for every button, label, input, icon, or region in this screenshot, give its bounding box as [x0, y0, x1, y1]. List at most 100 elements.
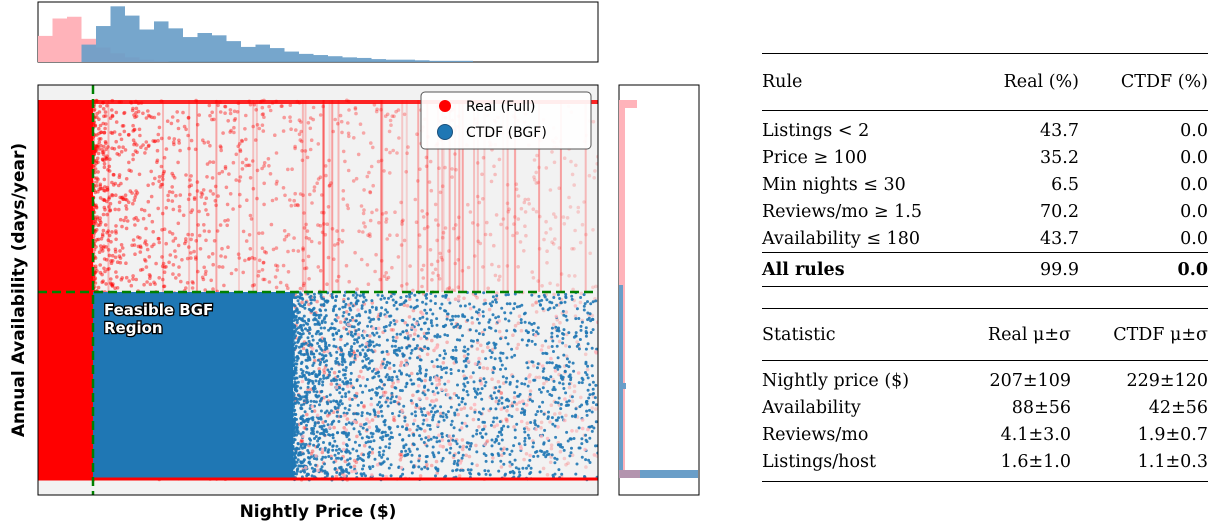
ctdf-point	[308, 326, 312, 330]
real-point-overlay	[447, 442, 452, 446]
ctdf-point	[515, 385, 519, 389]
ctdf-point	[297, 310, 301, 314]
ctdf-point	[500, 306, 504, 310]
real-point	[94, 221, 98, 225]
ctdf-point	[368, 412, 372, 416]
ctdf-point	[532, 455, 536, 458]
real-point	[220, 265, 225, 269]
real-point	[261, 260, 266, 265]
ctdf-point	[391, 335, 395, 339]
ctdf-point	[456, 323, 460, 326]
real-point	[320, 230, 325, 235]
real-point	[104, 141, 108, 145]
real-point	[102, 114, 106, 119]
ctdf-point	[420, 379, 424, 383]
ctdf-point	[385, 338, 389, 342]
ctdf-point	[484, 459, 488, 463]
real-point	[450, 167, 454, 171]
real-point	[362, 405, 366, 409]
ctdf-point	[423, 308, 427, 312]
ctdf-point	[553, 461, 557, 465]
real-point	[104, 156, 109, 161]
real-point	[97, 110, 102, 114]
real-point	[309, 138, 314, 142]
ctdf-point	[475, 429, 479, 432]
ctdf-point	[291, 473, 295, 477]
ctdf-point	[319, 409, 323, 413]
ctdf-point	[379, 395, 382, 399]
ctdf-point	[361, 348, 365, 352]
ctdf-point	[465, 414, 469, 418]
real-point	[457, 474, 462, 478]
ctdf-point	[449, 446, 453, 450]
ctdf-point	[476, 317, 479, 321]
ctdf-point	[551, 339, 555, 343]
ctdf-point	[360, 411, 364, 415]
real-point	[427, 180, 432, 184]
ctdf-point	[333, 467, 337, 471]
real-point	[193, 255, 198, 259]
ctdf-point	[554, 325, 558, 329]
ctdf-point	[427, 438, 430, 442]
ctdf-point	[291, 361, 295, 365]
real-point	[516, 265, 520, 269]
ctdf-point	[380, 414, 384, 418]
real-point	[558, 449, 563, 454]
real-point	[102, 130, 107, 135]
ctdf-point	[312, 352, 316, 356]
real-point	[212, 117, 216, 122]
real-point	[382, 274, 387, 279]
ctdf-point	[291, 323, 295, 326]
ctdf-point	[299, 386, 303, 390]
real-point	[400, 222, 404, 226]
ctdf-point	[343, 376, 347, 380]
ctdf-point	[336, 431, 340, 435]
real-point	[204, 269, 208, 274]
real-point	[260, 166, 264, 171]
ctdf-point	[400, 318, 404, 322]
ctdf-point	[585, 440, 589, 444]
ctdf-point	[451, 348, 455, 352]
real-point	[514, 182, 519, 186]
ctdf-point	[398, 303, 402, 307]
ctdf-point	[582, 308, 586, 312]
real-point	[311, 105, 316, 110]
ctdf-point	[349, 381, 353, 385]
real-point	[251, 186, 256, 191]
real-point	[516, 217, 521, 221]
ctdf-point	[481, 333, 485, 336]
real-point	[391, 418, 396, 422]
real-point	[366, 233, 370, 237]
ctdf-point	[401, 438, 405, 442]
real-point	[516, 342, 521, 347]
ctdf-point	[489, 423, 493, 427]
ctdf-point	[578, 338, 582, 341]
ctdf-point	[469, 339, 473, 343]
ctdf-point	[335, 400, 338, 404]
real-point	[497, 278, 501, 282]
ctdf-point	[378, 453, 382, 457]
real-point	[118, 256, 123, 260]
real-point-overlay	[304, 466, 308, 470]
real-point	[409, 371, 414, 376]
real-point-overlay	[342, 474, 347, 478]
real-point-overlay	[341, 441, 346, 446]
ctdf-point	[523, 413, 526, 416]
real-point-overlay	[554, 314, 559, 319]
real-point	[131, 129, 135, 133]
real-point	[103, 189, 107, 193]
ctdf-point	[555, 303, 559, 307]
ctdf-point	[298, 394, 301, 398]
real-point	[97, 250, 102, 254]
real-point	[267, 280, 272, 284]
real-point-overlay	[361, 375, 365, 380]
real-point	[236, 252, 241, 256]
real-point	[162, 155, 167, 160]
ctdf-point	[421, 315, 425, 319]
ctdf-point	[325, 299, 328, 303]
ctdf-point	[555, 365, 559, 369]
ctdf-point	[542, 293, 546, 297]
ctdf-point	[590, 410, 594, 414]
ctdf-point	[360, 436, 364, 440]
real-point	[322, 222, 326, 226]
